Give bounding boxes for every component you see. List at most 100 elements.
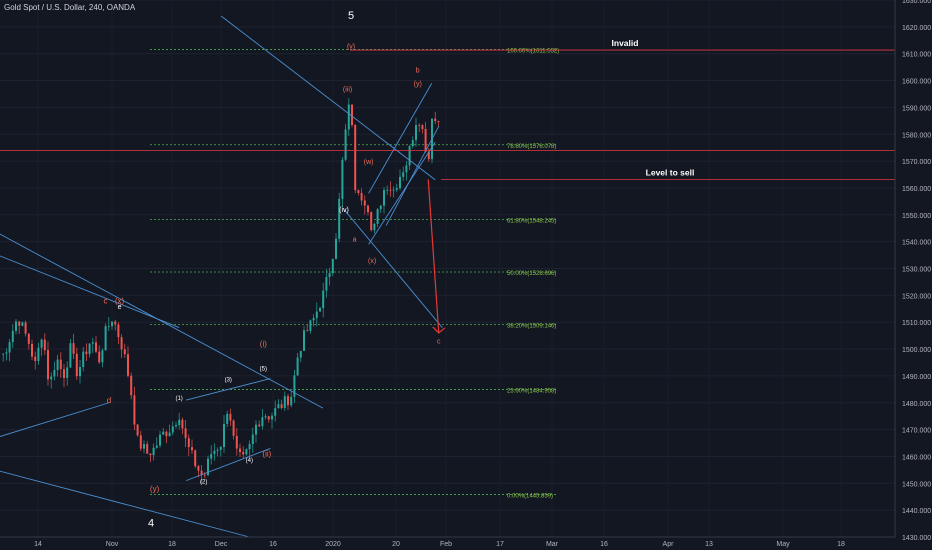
candle-body [379,205,382,210]
candle-body [383,190,385,206]
candle-body [47,350,49,380]
candle-body [18,321,21,326]
candle-body [171,426,174,433]
candle-body [59,359,62,370]
candle-body [133,395,136,425]
candle-body [175,425,177,427]
time-tick-label: 20 [392,541,400,548]
candle-body [303,330,305,351]
candle-body [402,172,405,177]
candle-body [34,356,37,361]
wave-label: (v) [347,43,355,50]
wave-label: (4) [246,458,253,464]
candle-body [363,200,366,206]
trend-lines [0,15,443,538]
wave-label: d [107,396,111,405]
candle-body [63,369,65,378]
trend-line [368,83,433,194]
fib-level-label: 78.60%(1576.078) [507,144,556,150]
candle-body [213,450,216,454]
candle-body [40,339,43,348]
candle-body [31,343,33,357]
candle-body [283,396,286,409]
trend-line [186,378,271,401]
candle-body [347,104,350,130]
time-axis[interactable]: 14 Nov 18 Dec 16 2020 20 Feb 17 Mar 16 Apr 13 May 18 [0,536,895,548]
time-tick-label: Dec [215,541,228,548]
price-axis-background [895,0,932,550]
candle-body [312,318,315,321]
candle-body [319,308,321,312]
price-axis[interactable]: 1430.000 1440.000 1450.000 1460.000 1470.000… [894,0,932,550]
candle-body [325,276,328,291]
time-tick-label: 14 [34,541,42,548]
candle-body [5,352,8,354]
candle-body [56,359,59,370]
candle-body [338,198,341,239]
candle-body [235,435,238,449]
horizontal-line-label: Level to sell [646,167,695,177]
candle-body [101,350,104,363]
time-tick-label: 2020 [325,541,341,548]
candle-body [331,258,334,274]
wave-label: (x) [368,258,376,265]
candle-body [210,453,213,459]
candle-body [15,321,17,331]
candle-body [107,326,110,327]
trend-line [0,233,324,409]
candle-body [264,416,267,418]
price-tick-label: 1600.000 [902,79,931,86]
candle-body [75,353,78,377]
price-tick-label: 1450.000 [902,481,931,488]
candle-body [290,396,293,406]
candle-body [181,419,184,429]
horizontal-line-label: Invalid [612,38,639,48]
wave-label: b [416,67,420,74]
candle-body [274,408,277,416]
wave-label: 4 [148,517,154,529]
candle-body [405,165,408,173]
candle-body [255,424,257,435]
candle-body [223,424,225,448]
candle-body [309,320,312,331]
wave-label: c [103,296,107,305]
candle-body [360,192,363,201]
candle-body [341,159,344,199]
candle-body [437,120,440,122]
candle-body [351,104,353,126]
price-tick-label: 1510.000 [902,320,931,327]
candle-body [335,238,337,259]
wave-label: (iii) [343,86,352,93]
candle-body [354,125,357,191]
candle-body [120,337,123,350]
fib-level-label: 50.00%(1528.696) [507,271,556,277]
price-tick-label: 1460.000 [902,454,931,461]
candle-body [11,330,14,343]
candle-body [427,151,430,160]
candle-body [392,189,395,191]
trend-line [0,402,110,437]
candle-body [315,311,318,319]
price-tick-label: 1480.000 [902,401,931,408]
candle-body [8,342,11,353]
candle-body [66,367,69,378]
candle-body [386,189,389,191]
candle-body [251,434,254,445]
price-tick-label: 1550.000 [902,213,931,220]
candle-body [418,125,421,126]
candle-body [79,367,81,377]
candle-body [37,347,40,361]
candle-body [200,470,203,475]
candle-body [226,413,229,425]
candle-body [127,354,129,376]
candle-body [111,321,113,327]
wave-label: (5) [260,367,267,373]
price-tick-label: 1560.000 [902,186,931,193]
candle-body [229,413,232,421]
candle-body [322,290,325,309]
candle-body [421,125,424,130]
fib-level-label: 100.00%(1611.532) [507,49,559,55]
price-tick-label: 1520.000 [902,293,931,300]
